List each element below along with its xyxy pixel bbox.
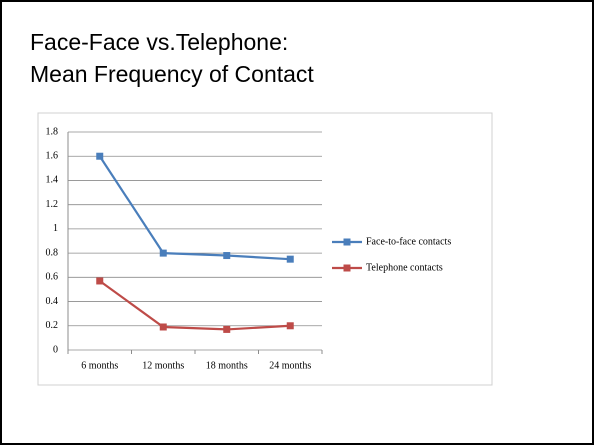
- point: [96, 152, 104, 160]
- legend-label: Telephone contacts: [366, 262, 443, 273]
- point: [223, 325, 231, 333]
- chart-frame: [37, 112, 493, 386]
- x-tick-label: 18 months: [206, 360, 248, 371]
- legend-label: Face-to-face contacts: [366, 236, 451, 247]
- y-tick-label: 0.6: [46, 272, 59, 283]
- y-tick-label: 0: [53, 344, 58, 355]
- y-tick-label: 1.4: [46, 175, 59, 186]
- title-line: Face-Face vs.Telephone:: [30, 29, 288, 55]
- y-tick-label: 0.4: [46, 296, 59, 307]
- x-tick-label: 12 months: [142, 360, 184, 371]
- title-line: Mean Frequency of Contact: [30, 61, 314, 87]
- point: [96, 277, 104, 285]
- point: [159, 323, 167, 331]
- x-tick-label: 24 months: [269, 360, 311, 371]
- series-line: [98, 155, 291, 261]
- x-tick-label: 6 months: [81, 360, 118, 371]
- y-tick-label: 1: [53, 223, 58, 234]
- y-tick-label: 1.6: [46, 151, 59, 162]
- point: [286, 322, 294, 330]
- legend-marker: [343, 238, 351, 246]
- point: [159, 249, 167, 257]
- series-line: [99, 280, 291, 331]
- y-tick-label: 0.2: [46, 320, 59, 331]
- legend-marker: [343, 264, 351, 272]
- point: [223, 252, 231, 260]
- y-tick-label: 0.8: [46, 247, 59, 258]
- y-tick-label: 1.8: [46, 126, 59, 137]
- point: [286, 255, 294, 263]
- y-tick-label: 1.2: [46, 199, 59, 210]
